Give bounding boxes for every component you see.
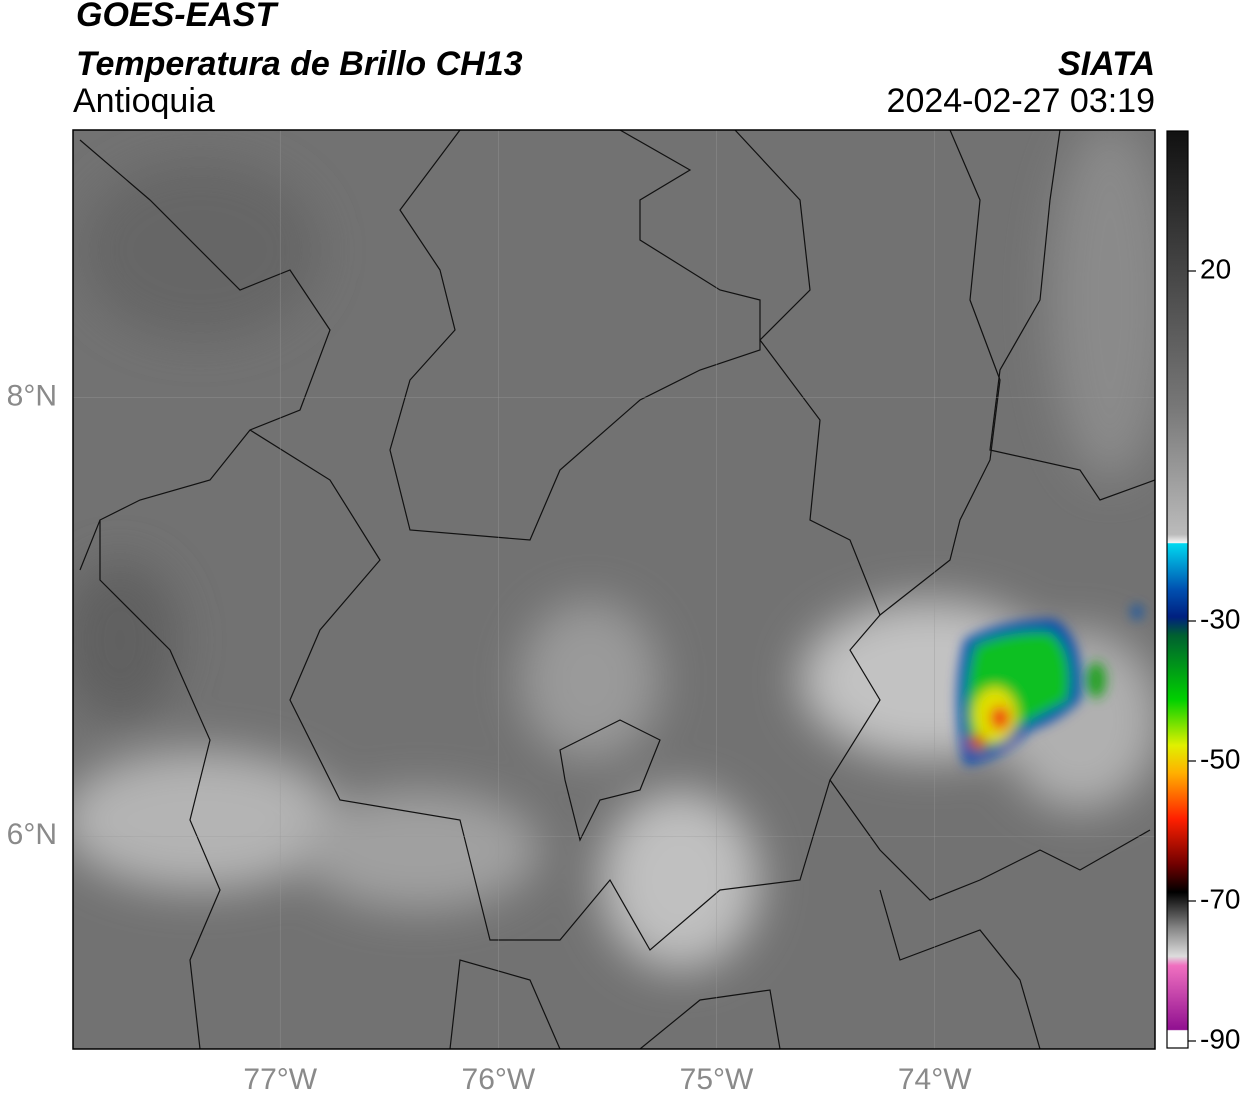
lat-tick-label: 6°N (7, 818, 57, 851)
colorbar (1166, 130, 1189, 1049)
lon-tick-label: 74°W (898, 1063, 972, 1096)
colorbar-tick-label: -50 (1200, 743, 1240, 774)
colorbar-tick-label: -90 (1200, 1023, 1240, 1054)
title: GOES-EAST (76, 0, 279, 34)
subtitle: Temperatura de Brillo CH13 (76, 45, 523, 83)
lon-tick-label: 76°W (462, 1063, 536, 1096)
map-image (73, 130, 1155, 1049)
colorbar-tick-label: 20 (1200, 253, 1231, 284)
grid (73, 130, 1155, 1049)
lat-tick-label: 8°N (7, 380, 57, 413)
lon-tick-label: 75°W (680, 1063, 754, 1096)
colorbar-tick-label: -70 (1200, 883, 1240, 914)
colorbar-tick-label: -30 (1200, 603, 1240, 634)
lon-tick-label: 77°W (243, 1063, 317, 1096)
map-frame (72, 129, 1156, 1050)
datetime-label: 2024-02-27 03:19 (887, 82, 1155, 120)
region-label: Antioquia (73, 82, 215, 120)
source-label: SIATA (1058, 45, 1155, 83)
